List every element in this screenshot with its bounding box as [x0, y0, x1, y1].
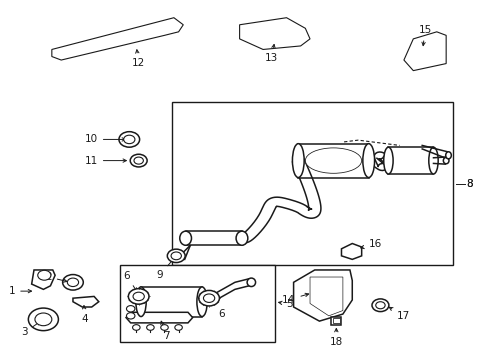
Ellipse shape [305, 148, 361, 173]
Text: 12: 12 [132, 50, 145, 68]
Ellipse shape [236, 231, 247, 245]
Circle shape [35, 313, 52, 326]
Text: 11: 11 [84, 156, 126, 166]
Bar [387, 147, 432, 174]
Polygon shape [341, 243, 361, 259]
Circle shape [119, 132, 140, 147]
Circle shape [134, 157, 143, 164]
Text: 8: 8 [466, 179, 472, 189]
Ellipse shape [171, 252, 181, 260]
Polygon shape [309, 277, 342, 316]
Text: 15: 15 [418, 25, 431, 46]
Text: 7: 7 [161, 321, 170, 341]
Circle shape [126, 306, 135, 312]
Circle shape [133, 292, 144, 301]
Ellipse shape [180, 231, 191, 245]
Text: 6: 6 [123, 271, 136, 291]
Circle shape [123, 135, 135, 144]
Ellipse shape [362, 144, 374, 177]
Circle shape [371, 299, 388, 312]
Circle shape [130, 154, 147, 167]
Ellipse shape [428, 147, 437, 174]
Bar [171, 102, 452, 265]
Text: 14: 14 [282, 293, 308, 305]
Circle shape [126, 312, 135, 319]
Polygon shape [126, 312, 192, 323]
Bar [330, 317, 341, 325]
Circle shape [198, 291, 219, 306]
Circle shape [62, 275, 83, 290]
Circle shape [175, 325, 182, 330]
Text: 3: 3 [21, 321, 40, 337]
Ellipse shape [383, 147, 392, 174]
Text: 13: 13 [264, 44, 278, 63]
Circle shape [28, 308, 58, 330]
Ellipse shape [292, 144, 304, 177]
Text: 6: 6 [211, 301, 224, 319]
Ellipse shape [197, 287, 207, 316]
Text: 16: 16 [360, 239, 381, 249]
Text: 1: 1 [9, 286, 32, 296]
Text: 18: 18 [329, 329, 342, 347]
Circle shape [375, 302, 385, 309]
Bar [141, 287, 202, 316]
Polygon shape [73, 296, 99, 307]
Bar [298, 144, 368, 177]
Polygon shape [293, 270, 351, 321]
Text: 2: 2 [45, 272, 67, 282]
Text: 8: 8 [466, 179, 472, 189]
Circle shape [128, 289, 149, 304]
Text: 10: 10 [84, 134, 125, 144]
Circle shape [161, 325, 168, 330]
Text: 9: 9 [156, 259, 173, 280]
Ellipse shape [167, 249, 185, 262]
Ellipse shape [246, 278, 255, 287]
Circle shape [146, 325, 154, 330]
Text: 5: 5 [278, 299, 293, 309]
Circle shape [203, 294, 214, 302]
Polygon shape [52, 18, 183, 60]
Polygon shape [403, 32, 445, 71]
Circle shape [132, 325, 140, 330]
Ellipse shape [136, 287, 146, 316]
Bar [332, 318, 339, 323]
Bar [120, 265, 274, 342]
Circle shape [38, 270, 51, 280]
Circle shape [67, 278, 79, 287]
Polygon shape [239, 18, 309, 49]
Polygon shape [32, 270, 55, 289]
Ellipse shape [445, 152, 450, 159]
Text: 4: 4 [81, 306, 88, 324]
Text: 17: 17 [388, 307, 409, 321]
Ellipse shape [443, 157, 448, 164]
Bar [185, 231, 242, 245]
